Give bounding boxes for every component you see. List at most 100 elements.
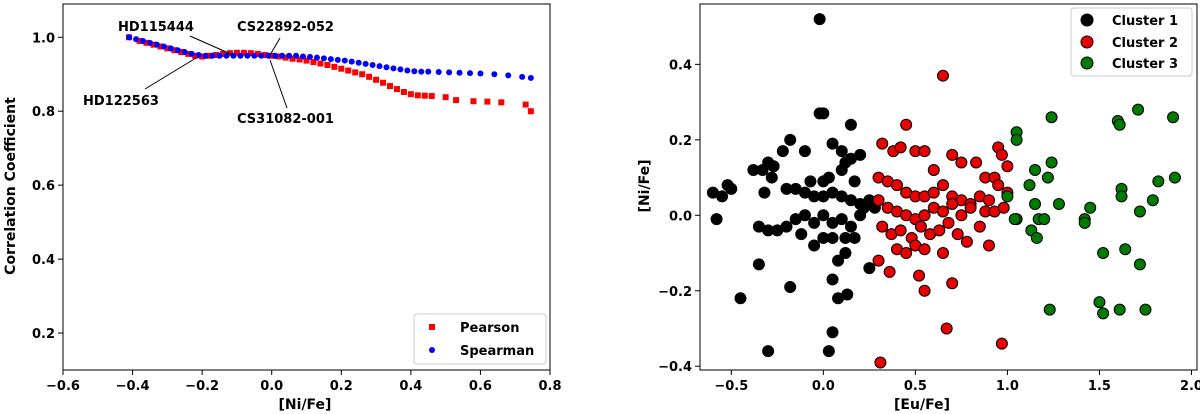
- point-cluster-1: [848, 231, 861, 244]
- point-pearson: [178, 49, 185, 56]
- legend: Cluster 1 Cluster 2 Cluster 3: [1070, 7, 1193, 77]
- point-cluster-3: [1084, 201, 1097, 214]
- legend-marker-cluster-2: [1080, 35, 1094, 49]
- point-pearson: [289, 55, 296, 62]
- point-cluster-2: [927, 186, 940, 199]
- point-pearson: [393, 86, 400, 93]
- point-spearman: [306, 53, 313, 60]
- point-cluster-2: [872, 254, 885, 267]
- point-cluster-1: [808, 239, 821, 252]
- point-spearman: [265, 52, 272, 59]
- point-pearson: [324, 62, 331, 68]
- point-cluster-2: [946, 197, 959, 210]
- point-spearman: [167, 45, 174, 52]
- point-spearman: [202, 52, 209, 59]
- point-cluster-1: [822, 345, 835, 358]
- annotation-cs22892: CS22892-052: [237, 20, 334, 35]
- y-tick-label: 0.2: [669, 134, 692, 149]
- point-spearman: [140, 37, 147, 44]
- point-cluster-1: [756, 164, 769, 177]
- point-cluster-2: [982, 194, 995, 207]
- annotation-arrow-hd122563: [144, 57, 197, 90]
- point-pearson: [484, 98, 491, 105]
- point-cluster-3: [1097, 247, 1110, 260]
- point-cluster-2: [995, 337, 1008, 350]
- point-cluster-2: [918, 145, 931, 158]
- point-pearson: [143, 39, 150, 46]
- point-spearman: [505, 72, 512, 79]
- cluster-panel: −0.5 0.0 0.5 1.0 1.5 2.0 −0.4 −0.2 0.0 0.2 0.4 [Eu…: [637, 3, 1200, 413]
- x-tick-label: −0.6: [46, 379, 80, 394]
- x-tick-label: 0.8: [538, 379, 561, 394]
- y-tick-label: 0.4: [32, 253, 55, 268]
- point-cluster-2: [883, 265, 896, 278]
- point-spearman: [251, 52, 258, 59]
- point-spearman: [376, 63, 383, 70]
- point-cluster-2: [946, 148, 959, 161]
- point-spearman: [293, 52, 300, 59]
- point-spearman: [527, 74, 534, 81]
- legend-box: [1070, 7, 1193, 77]
- point-cluster-1: [857, 201, 870, 214]
- x-tick-label: 0.0: [260, 379, 283, 394]
- y-axis-label: [Ni/Fe]: [637, 160, 653, 213]
- point-cluster-1: [832, 254, 845, 267]
- point-cluster-2: [876, 137, 889, 150]
- point-pearson: [220, 50, 227, 57]
- point-cluster-2: [964, 201, 977, 214]
- y-tick-label: 0.4: [669, 58, 692, 73]
- x-tick-label: 0.2: [330, 379, 353, 394]
- point-pearson: [213, 52, 220, 59]
- point-pearson: [400, 88, 407, 95]
- point-cluster-3: [1168, 171, 1181, 184]
- axes: −0.6 −0.4 −0.2 0.0 0.2 0.4 0.6 0.8 0.2 0.4 0.6 0.8 1…: [32, 3, 562, 394]
- y-tick-label: 0.6: [32, 179, 55, 194]
- point-pearson: [338, 65, 345, 72]
- point-cluster-2: [874, 356, 887, 369]
- point-cluster-1: [758, 186, 771, 199]
- point-cluster-3: [1045, 156, 1058, 169]
- point-spearman: [160, 43, 167, 50]
- point-cluster-3: [1119, 243, 1132, 256]
- point-pearson: [233, 49, 240, 56]
- point-spearman: [126, 34, 133, 41]
- point-cluster-3: [1045, 111, 1058, 124]
- point-cluster-1: [817, 209, 830, 222]
- point-cluster-1: [813, 13, 826, 26]
- star-annotations: HD115444 CS22892-052 HD122563 CS31082-00…: [83, 20, 334, 127]
- point-pearson: [421, 92, 428, 99]
- point-cluster-1: [822, 171, 835, 184]
- legend-marker-spearman: [429, 347, 435, 353]
- point-cluster-1: [784, 133, 797, 146]
- point-pearson: [345, 67, 352, 74]
- point-spearman: [446, 69, 453, 76]
- point-pearson: [199, 53, 206, 60]
- point-cluster-2: [955, 156, 968, 169]
- point-pearson: [303, 57, 310, 64]
- point-spearman: [272, 52, 279, 59]
- point-cluster-2: [955, 209, 968, 222]
- point-spearman: [209, 52, 216, 59]
- point-spearman: [383, 64, 390, 71]
- point-cluster-2: [960, 235, 973, 248]
- point-pearson: [240, 49, 247, 56]
- point-cluster-3: [1008, 213, 1021, 226]
- point-spearman: [320, 55, 327, 62]
- point-spearman: [411, 68, 418, 75]
- x-tick-label: 2.0: [1180, 379, 1200, 394]
- point-spearman: [435, 69, 442, 76]
- point-pearson: [268, 52, 275, 59]
- point-pearson: [522, 101, 529, 108]
- point-cluster-2: [970, 156, 983, 169]
- y-tick-label: 1.0: [32, 31, 55, 46]
- point-cluster-1: [765, 171, 778, 184]
- point-pearson: [136, 37, 143, 44]
- point-cluster-3: [1010, 133, 1023, 146]
- annotation-arrow-cs22892: [269, 37, 281, 56]
- point-cluster-1: [808, 216, 821, 229]
- point-cluster-2: [936, 69, 949, 82]
- point-cluster-2: [997, 201, 1010, 214]
- point-cluster-3: [1029, 197, 1042, 210]
- point-pearson: [185, 50, 192, 57]
